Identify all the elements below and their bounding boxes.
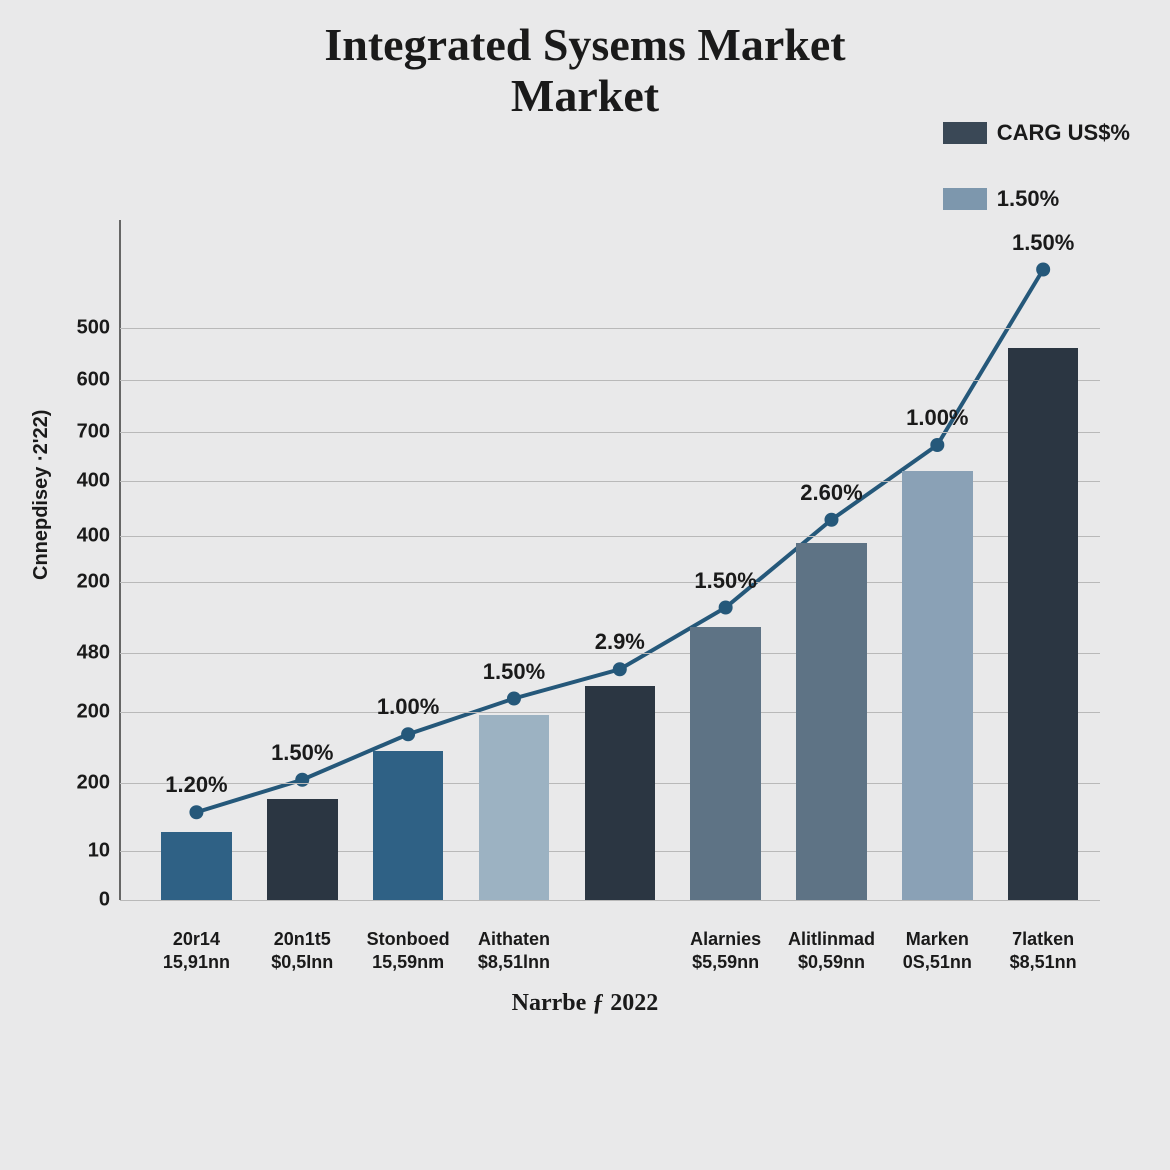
- trend-marker: [507, 692, 521, 706]
- trend-marker: [295, 773, 309, 787]
- trend-marker: [189, 805, 203, 819]
- gridline: [120, 380, 1100, 381]
- trend-marker: [930, 438, 944, 452]
- plot-area: 01020020048020040040070060050020r1415,91…: [120, 250, 1100, 900]
- y-tick-label: 400: [77, 525, 120, 548]
- y-tick-label: 0: [99, 889, 120, 912]
- x-category: Alitlinmad$0,59nn: [776, 900, 886, 975]
- trend-marker: [401, 727, 415, 741]
- bar: [690, 627, 761, 900]
- x-category: 20r1415,91nn: [141, 900, 251, 975]
- x-category: 20n1t5$0,5Inn: [247, 900, 357, 975]
- trend-point-label: 1.20%: [165, 772, 227, 798]
- bar: [585, 686, 656, 901]
- y-tick-label: 600: [77, 369, 120, 392]
- trend-point-label: 1.50%: [1012, 230, 1074, 256]
- bar: [479, 715, 550, 900]
- gridline: [120, 432, 1100, 433]
- chart-title: Integrated Sysems Market Market: [0, 20, 1170, 121]
- trend-marker: [1036, 263, 1050, 277]
- bar: [267, 799, 338, 900]
- y-tick-label: 500: [77, 317, 120, 340]
- x-category: Stonboed15,59nm: [353, 900, 463, 975]
- bar: [902, 471, 973, 900]
- trend-marker: [719, 601, 733, 615]
- x-axis-label: Narrbe ƒ 2022: [0, 990, 1170, 1017]
- trend-marker: [824, 513, 838, 527]
- y-tick-label: 700: [77, 421, 120, 444]
- legend-item: 1.50%: [943, 186, 1130, 212]
- trend-point-label: 1.00%: [906, 405, 968, 431]
- x-category: Aithaten$8,51lnn: [459, 900, 569, 975]
- y-tick-label: 10: [88, 840, 120, 863]
- y-tick-label: 200: [77, 570, 120, 593]
- trend-point-label: 1.00%: [377, 694, 439, 720]
- legend-swatch: [943, 122, 987, 144]
- trend-point-label: 1.50%: [483, 659, 545, 685]
- legend: CARG US$% 1.50%: [943, 120, 1130, 212]
- bar: [796, 543, 867, 901]
- legend-label: 1.50%: [997, 186, 1059, 212]
- legend-label: CARG US$%: [997, 120, 1130, 146]
- trend-point-label: 2.9%: [595, 629, 645, 655]
- legend-swatch: [943, 188, 987, 210]
- y-tick-label: 400: [77, 469, 120, 492]
- trend-marker: [613, 662, 627, 676]
- legend-item: CARG US$%: [943, 120, 1130, 146]
- trend-point-label: 2.60%: [800, 480, 862, 506]
- x-category: Alarnies$5,59nn: [671, 900, 781, 975]
- y-axis-label: Cnnepdisey ·2'22): [30, 410, 53, 580]
- x-category: Marken0S,51nn: [882, 900, 992, 975]
- gridline: [120, 328, 1100, 329]
- page: Integrated Sysems Market Market CARG US$…: [0, 0, 1170, 1170]
- y-tick-label: 200: [77, 700, 120, 723]
- y-tick-label: 200: [77, 772, 120, 795]
- x-category: 7latken$8,51nn: [988, 900, 1098, 975]
- trend-point-label: 1.50%: [694, 568, 756, 594]
- chart-title-line1: Integrated Sysems Market: [0, 20, 1170, 71]
- bar: [1008, 348, 1079, 901]
- y-tick-label: 480: [77, 642, 120, 665]
- chart-title-line2: Market: [0, 71, 1170, 122]
- bar: [161, 832, 232, 900]
- bar: [373, 751, 444, 901]
- trend-point-label: 1.50%: [271, 740, 333, 766]
